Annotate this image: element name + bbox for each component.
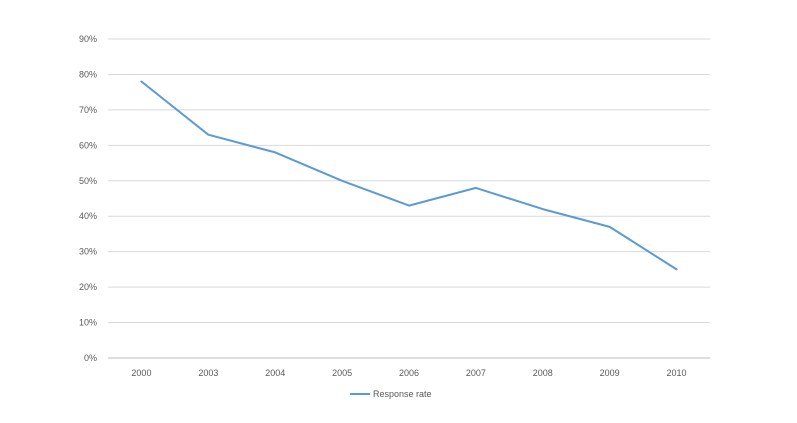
y-tick-label: 10% [79,318,97,328]
x-tick-label: 2007 [466,368,486,378]
y-tick-label: 50% [79,176,97,186]
y-tick-label: 60% [79,140,97,150]
y-tick-label: 90% [79,34,97,44]
x-tick-label: 2008 [533,368,553,378]
x-tick-label: 2003 [198,368,218,378]
y-tick-label: 70% [79,105,97,115]
legend-label: Response rate [373,389,432,399]
x-tick-label: 2004 [265,368,285,378]
series-line-0 [140,80,678,271]
y-axis-ticks: 0% 10% 20% 30% 40% 50% 60% 70% 80% 90% [79,34,97,363]
x-tick-label: 2006 [399,368,419,378]
legend: Response rate [350,389,432,399]
y-tick-label: 80% [79,69,97,79]
x-tick-label: 2009 [600,368,620,378]
x-tick-label: 2000 [131,368,151,378]
x-tick-label: 2005 [332,368,352,378]
y-tick-label: 0% [84,353,97,363]
y-tick-label: 40% [79,211,97,221]
x-axis-ticks: 2000 2003 2004 2005 2006 2007 2008 2009 2010 [131,368,686,378]
y-tick-label: 30% [79,247,97,257]
gridlines [108,38,710,324]
y-tick-label: 20% [79,282,97,292]
series-layer [140,80,678,271]
x-tick-label: 2010 [667,368,687,378]
